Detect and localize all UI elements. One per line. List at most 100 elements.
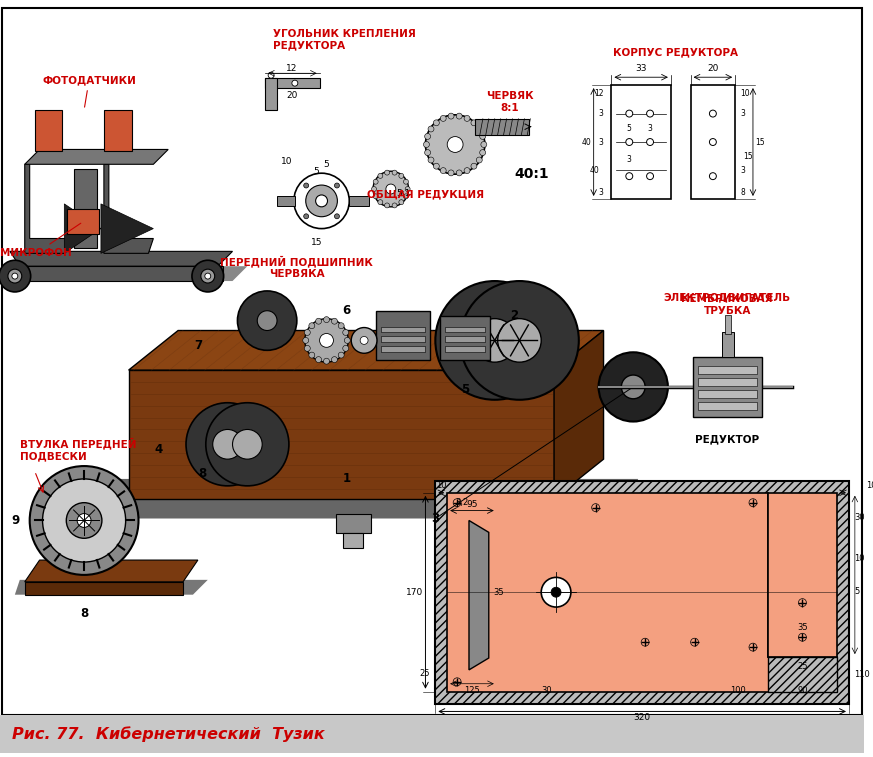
Text: 30: 30	[541, 686, 552, 695]
Bar	[0, 715, 863, 753]
Text: ПЕРЕДНИЙ ПОДШИПНИК
ЧЕРВЯКА: ПЕРЕДНИЙ ПОДШИПНИК ЧЕРВЯКА	[220, 255, 374, 279]
Circle shape	[541, 578, 571, 607]
Polygon shape	[99, 479, 638, 519]
Circle shape	[403, 179, 409, 184]
Polygon shape	[74, 170, 97, 248]
Circle shape	[448, 113, 454, 119]
Circle shape	[268, 72, 274, 78]
Text: 4: 4	[155, 443, 162, 456]
Circle shape	[392, 170, 397, 175]
Bar	[265, 78, 277, 110]
Text: 10: 10	[281, 157, 292, 167]
Bar	[436, 481, 849, 703]
Circle shape	[304, 183, 309, 188]
Text: 320: 320	[634, 713, 650, 722]
Circle shape	[428, 157, 434, 163]
Circle shape	[436, 281, 554, 400]
Text: 40: 40	[590, 166, 600, 175]
Circle shape	[378, 200, 383, 204]
Circle shape	[201, 269, 215, 283]
Circle shape	[305, 345, 310, 351]
Bar	[128, 370, 554, 499]
Circle shape	[205, 273, 210, 279]
Circle shape	[305, 329, 310, 335]
Text: 33: 33	[636, 64, 647, 73]
Bar	[691, 85, 735, 199]
Circle shape	[626, 173, 633, 179]
Circle shape	[309, 352, 315, 358]
Circle shape	[405, 186, 410, 192]
Bar	[767, 493, 837, 657]
Text: 125: 125	[464, 686, 480, 695]
Bar	[336, 513, 371, 534]
Circle shape	[373, 179, 378, 184]
Bar	[265, 78, 320, 88]
Text: 3: 3	[740, 109, 745, 118]
Circle shape	[66, 503, 102, 538]
Circle shape	[647, 173, 654, 179]
Text: 40:1: 40:1	[514, 167, 549, 181]
Text: 3: 3	[599, 138, 603, 147]
Circle shape	[599, 352, 668, 422]
Text: 100: 100	[730, 686, 746, 695]
Circle shape	[334, 213, 340, 219]
Text: 10: 10	[866, 481, 873, 490]
Circle shape	[424, 150, 430, 155]
Circle shape	[8, 269, 22, 283]
Text: 2: 2	[511, 309, 519, 322]
Circle shape	[710, 110, 717, 117]
Circle shape	[471, 164, 477, 169]
Circle shape	[77, 513, 91, 528]
Polygon shape	[104, 164, 154, 254]
Text: 8: 8	[740, 188, 745, 198]
Circle shape	[324, 316, 329, 322]
Circle shape	[338, 352, 344, 358]
Text: 40: 40	[582, 138, 592, 147]
Circle shape	[258, 310, 277, 331]
Circle shape	[378, 173, 383, 179]
Text: 25: 25	[797, 662, 808, 671]
Circle shape	[433, 120, 439, 126]
Polygon shape	[65, 204, 101, 254]
Circle shape	[399, 200, 404, 204]
Text: КЕМБРИКОВАЯ
ТРУБКА: КЕМБРИКОВАЯ ТРУБКА	[682, 294, 773, 316]
Bar	[692, 357, 762, 416]
Circle shape	[386, 184, 395, 194]
Circle shape	[332, 318, 338, 324]
Circle shape	[424, 133, 430, 139]
Polygon shape	[104, 110, 132, 151]
Circle shape	[448, 170, 454, 176]
Circle shape	[440, 115, 446, 121]
Circle shape	[334, 183, 340, 188]
Text: 35: 35	[797, 623, 808, 632]
Circle shape	[351, 328, 377, 354]
Circle shape	[305, 319, 348, 362]
Text: 15: 15	[755, 138, 765, 147]
Text: ЧЕРВЯК
8:1: ЧЕРВЯК 8:1	[485, 92, 533, 113]
Circle shape	[0, 260, 31, 292]
Circle shape	[479, 150, 485, 155]
Bar	[381, 326, 425, 332]
Circle shape	[186, 403, 269, 486]
Circle shape	[551, 587, 561, 597]
Text: 20: 20	[286, 91, 298, 100]
Text: 10: 10	[740, 89, 750, 98]
Circle shape	[647, 110, 654, 117]
Text: 3: 3	[740, 166, 745, 175]
Text: ВТУЛКА ПЕРЕДНЕЙ
ПОДВЕСКИ: ВТУЛКА ПЕРЕДНЕЙ ПОДВЕСКИ	[20, 438, 136, 461]
Circle shape	[433, 164, 439, 169]
Text: КОРПУС РЕДУКТОРА: КОРПУС РЕДУКТОРА	[613, 48, 739, 58]
Polygon shape	[128, 331, 603, 370]
Text: 5: 5	[324, 160, 329, 170]
Circle shape	[457, 113, 462, 119]
Text: 6: 6	[342, 304, 350, 317]
Text: 3,2: 3,2	[455, 497, 469, 506]
Polygon shape	[24, 149, 168, 164]
Text: 5: 5	[854, 587, 859, 596]
Text: 5: 5	[461, 383, 469, 397]
Circle shape	[43, 479, 126, 562]
Circle shape	[423, 142, 430, 148]
Text: 25: 25	[419, 669, 430, 678]
Text: 12: 12	[594, 89, 603, 98]
Bar	[20, 266, 223, 281]
